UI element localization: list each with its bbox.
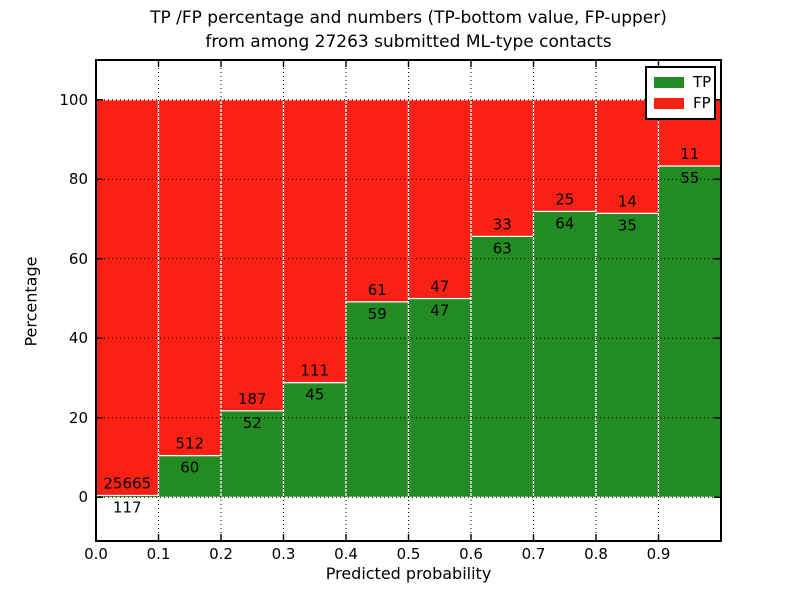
bar-fp-0 [95,99,160,497]
x-tick-label-0.1: 0.1 [146,545,171,563]
x-tick-label-0.3: 0.3 [271,545,296,563]
bar-label-tp-6: 63 [493,239,512,257]
bar-label-fp-9: 11 [680,145,699,163]
legend-swatch-tp [654,77,684,88]
bar-tp-4 [345,301,410,498]
bar-label-tp-5: 47 [430,302,449,320]
chart-title-line1: TP /FP percentage and numbers (TP-bottom… [150,8,667,28]
bar-label-fp-8: 14 [618,192,637,210]
bar-tp-9 [657,165,722,498]
bar-label-fp-3: 111 [300,362,329,380]
y-tick-label-80: 80 [68,170,88,189]
x-axis-label: Predicted probability [325,564,492,583]
bar-tp-6 [470,235,535,498]
bar-label-fp-4: 61 [368,281,387,299]
chart-title-line2: from among 27263 submitted ML-type conta… [205,32,612,52]
plot-area: 25665 117 512 60 187 52 111 45 61 59 47 47 33 63 25 64 1… [95,59,722,542]
y-axis-label: Percentage [21,256,41,347]
bar-label-tp-7: 64 [555,214,574,232]
bar-tp-8 [595,212,660,498]
bar-label-fp-5: 47 [430,278,449,296]
bar-fp-4 [345,99,410,303]
bar-label-tp-1: 60 [180,459,199,477]
bar-label-fp-1: 512 [175,435,204,453]
x-tick-label-0.0: 0.0 [84,545,108,563]
legend-swatch-fp [654,98,684,109]
bar-label-tp-0: 117 [113,498,142,516]
y-tick-label-100: 100 [59,90,88,109]
legend-label-tp: TP [693,73,712,91]
bar-label-tp-8: 35 [618,216,637,234]
bar-label-fp-6: 33 [493,215,512,233]
bar-fp-2 [220,99,285,412]
bar-fp-5 [407,99,472,300]
x-tick-label-0.8: 0.8 [584,545,608,563]
bar-label-tp-2: 52 [243,414,262,432]
y-tick-label-0: 0 [78,488,88,507]
legend-label-fp: FP [693,94,711,112]
y-tick-label-20: 20 [68,408,88,427]
y-tick-label-60: 60 [68,249,88,268]
bar-tp-7 [532,210,597,498]
bar-label-tp-3: 45 [305,386,324,404]
x-tick-label-0.5: 0.5 [396,545,421,563]
x-tick-label-0.9: 0.9 [646,545,671,563]
plot-border [95,59,722,542]
x-tick-label-0.7: 0.7 [521,545,546,563]
bar-label-fp-7: 25 [555,190,574,208]
bar-label-fp-0: 25665 [103,474,151,492]
legend-row-fp: FP [654,93,714,114]
bar-fp-3 [282,99,347,384]
legend: TP FP [645,66,716,120]
x-tick-label-0.4: 0.4 [334,545,358,563]
bar-label-tp-9: 55 [680,169,699,187]
bar-fp-1 [157,99,222,457]
x-tick-label-0.2: 0.2 [209,545,233,563]
plot-svg: 25665 117 512 60 187 52 111 45 61 59 47 47 33 63 25 64 1… [95,59,722,542]
x-tick-label-0.6: 0.6 [459,545,483,563]
bar-label-fp-2: 187 [238,390,267,408]
bar-label-tp-4: 59 [368,305,387,323]
y-tick-label-40: 40 [68,329,88,348]
bar-tp-5 [407,297,472,498]
legend-row-tp: TP [654,72,714,93]
